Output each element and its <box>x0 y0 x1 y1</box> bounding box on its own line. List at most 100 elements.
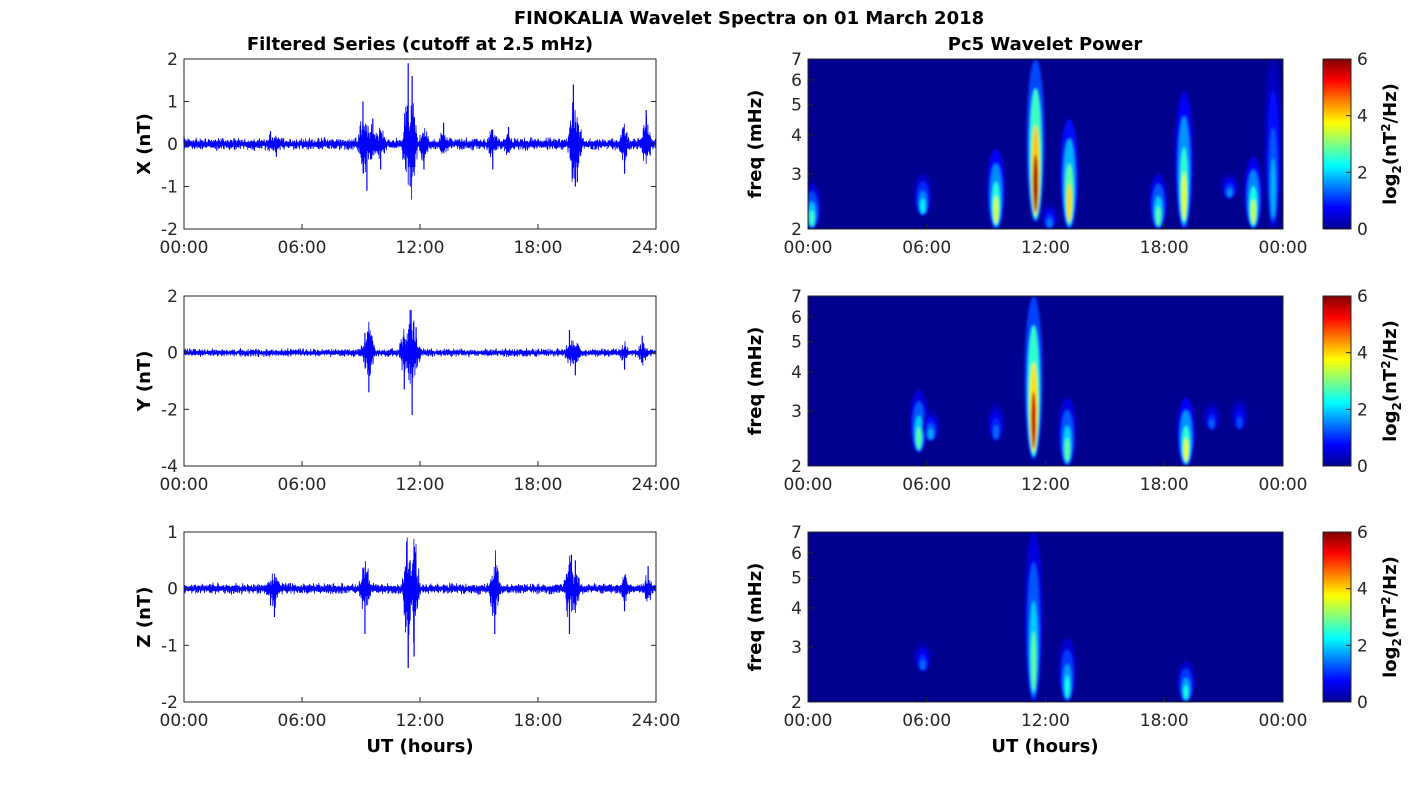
colorbar-label-part: 2 <box>1390 402 1404 410</box>
y-tick-label: 3 <box>791 165 802 185</box>
colorbar-tick-label: 2 <box>1357 400 1368 420</box>
colorbar-label-part: /Hz) <box>1380 556 1401 596</box>
y-tick-label: -1 <box>161 636 178 656</box>
y-axis-label: freq (mHz) <box>745 90 766 199</box>
y-tick-label: 2 <box>167 50 178 70</box>
colorbar-label-part: 2 <box>1379 123 1393 131</box>
power-blob <box>1064 675 1070 698</box>
series-panel-x: -2 -1 0 1 2 00:00 06:00 12:00 18:00 24:00 X (nT) <box>134 50 681 258</box>
y-tick-label: 7 <box>791 523 802 543</box>
colorbar-tick-label: 4 <box>1357 580 1368 600</box>
x-tick-label: 24:00 <box>632 711 681 731</box>
power-blob <box>809 210 815 227</box>
colorbar-label-part: log <box>1380 646 1401 677</box>
power-blob <box>1250 199 1256 225</box>
y-tick-label: 2 <box>791 220 802 240</box>
colorbar <box>1322 531 1352 703</box>
x-tick-label: 00:00 <box>784 475 833 495</box>
right-xlabel: UT (hours) <box>991 736 1098 757</box>
x-tick-label: 06:00 <box>278 711 327 731</box>
colorbar-tick-label: 0 <box>1357 693 1368 713</box>
x-tick-label: 24:00 <box>632 238 681 258</box>
x-tick-label: 00:00 <box>784 711 833 731</box>
x-tick-label: 00:00 <box>160 238 209 258</box>
colorbar-label-part: (nT <box>1380 604 1401 638</box>
x-tick-label: 06:00 <box>278 238 327 258</box>
colorbar-label-part: /Hz) <box>1380 320 1401 360</box>
x-tick-label: 18:00 <box>514 711 563 731</box>
x-tick-label: 06:00 <box>902 475 951 495</box>
x-tick-label: 06:00 <box>902 711 951 731</box>
x-tick-label: 18:00 <box>1140 238 1189 258</box>
trace-line <box>183 309 657 388</box>
x-tick-label: 12:00 <box>396 475 445 495</box>
colorbar-tick-label: 2 <box>1357 163 1368 183</box>
colorbar-label-part: (nT <box>1380 131 1401 165</box>
y-tick-label: 7 <box>791 287 802 307</box>
colorbar-label: log2(nT2/Hz) <box>1379 83 1404 205</box>
colorbar-label-part: 2 <box>1379 360 1393 368</box>
power-blob <box>1227 188 1232 198</box>
colorbar-tick-label: 0 <box>1357 220 1368 240</box>
spectrum-background <box>808 59 1283 229</box>
y-tick-label: 0 <box>167 580 178 600</box>
x-tick-label: 00:00 <box>1259 711 1308 731</box>
y-tick-label: 0 <box>167 135 178 155</box>
y-tick-label: 4 <box>791 363 802 383</box>
y-axis-label: X (nT) <box>134 113 155 175</box>
colorbar-tick-label: 4 <box>1357 344 1368 364</box>
colorbar-tick-label: 6 <box>1357 50 1368 70</box>
power-blob <box>993 425 999 439</box>
left-xlabel: UT (hours) <box>366 736 473 757</box>
x-tick-label: 18:00 <box>1140 475 1189 495</box>
y-tick-label: 2 <box>791 693 802 713</box>
power-blob <box>1064 437 1070 462</box>
y-tick-label: 0 <box>167 344 178 364</box>
spectrum-background <box>808 296 1283 466</box>
y-tick-label: 4 <box>791 126 802 146</box>
series-panel-y: -4 -2 0 2 00:00 06:00 12:00 18:00 24:00 Y (nT) <box>134 287 681 495</box>
y-tick-label: 3 <box>791 402 802 422</box>
power-blob <box>920 198 926 214</box>
y-tick-label: 2 <box>791 457 802 477</box>
colorbar-tick-label: 6 <box>1357 523 1368 543</box>
power-blob <box>1183 437 1189 462</box>
y-axis-label: freq (mHz) <box>745 563 766 672</box>
colorbar-label-part: (nT <box>1380 368 1401 402</box>
x-tick-label: 00:00 <box>160 475 209 495</box>
power-blob <box>1155 206 1161 226</box>
power-blob <box>993 195 999 224</box>
colorbar-label: log2(nT2/Hz) <box>1379 320 1404 442</box>
x-tick-label: 18:00 <box>1140 711 1189 731</box>
y-tick-label: 1 <box>167 93 178 113</box>
x-tick-label: 06:00 <box>902 238 951 258</box>
colorbar-tick-label: 2 <box>1357 636 1368 656</box>
y-axis-label: Z (nT) <box>134 587 155 648</box>
x-tick-label: 12:00 <box>1021 475 1070 495</box>
plot-area <box>184 532 656 702</box>
x-tick-label: 00:00 <box>1259 475 1308 495</box>
y-tick-label: -2 <box>161 220 178 240</box>
colorbar-label-part: log <box>1380 173 1401 204</box>
x-tick-label: 12:00 <box>1021 238 1070 258</box>
power-blob <box>1270 158 1276 218</box>
y-tick-label: 1 <box>167 523 178 543</box>
power-blob <box>1181 172 1187 221</box>
plot-area <box>184 296 656 466</box>
y-axis-label: freq (mHz) <box>745 327 766 436</box>
power-blob <box>1237 416 1242 429</box>
trace-line <box>183 537 657 664</box>
colorbar-tick-label: 4 <box>1357 107 1368 127</box>
y-tick-label: -4 <box>161 457 178 477</box>
power-blob <box>1031 631 1037 691</box>
colorbar-label-part: 2 <box>1390 638 1404 646</box>
x-tick-label: 12:00 <box>1021 711 1070 731</box>
colorbar-label-part: 2 <box>1390 165 1404 173</box>
y-tick-label: -1 <box>161 178 178 198</box>
power-blob <box>1047 218 1052 228</box>
y-tick-label: 4 <box>791 599 802 619</box>
colorbar <box>1322 58 1352 230</box>
colorbar-label: log2(nT2/Hz) <box>1379 556 1404 678</box>
